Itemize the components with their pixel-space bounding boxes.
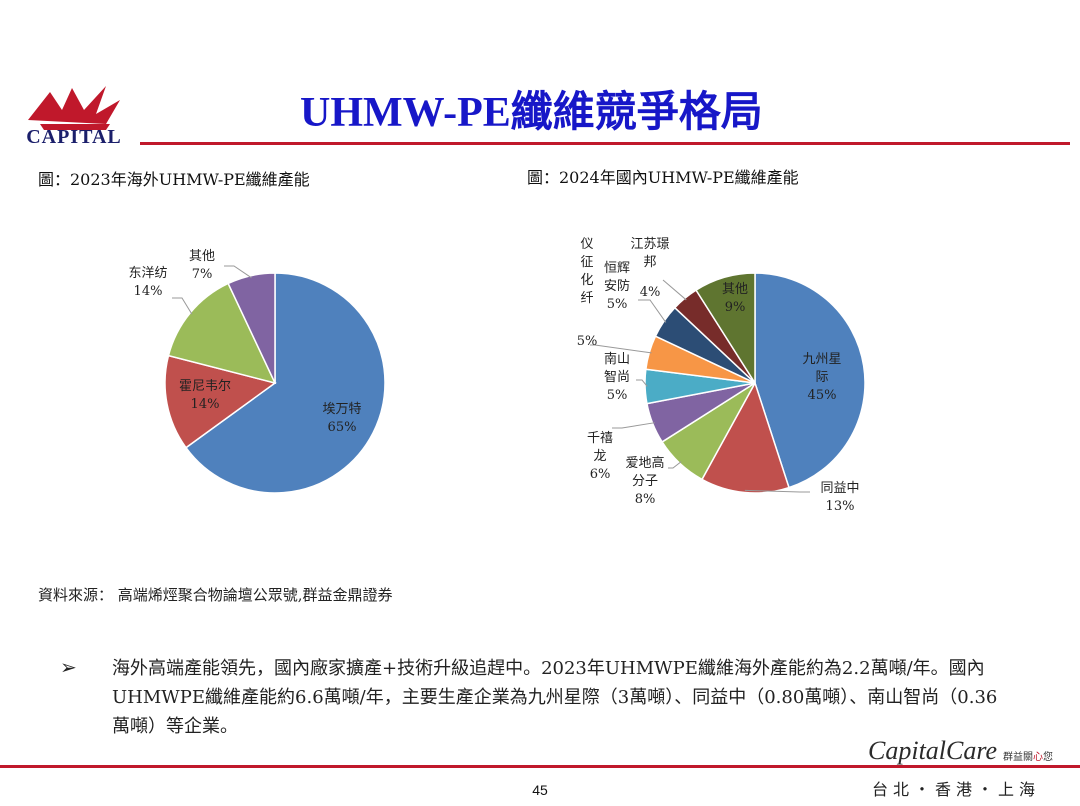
slice-name-label: 九州星 — [802, 352, 841, 367]
slice-name-label: 爱地高 — [625, 455, 664, 471]
title-divider — [140, 142, 1070, 145]
slice-name-label: 南山 — [604, 351, 630, 367]
slice-name-label: 同益中 — [820, 481, 859, 496]
brand-tagline-a: 群益關 — [1003, 752, 1033, 763]
slice-name-label: 邦 — [643, 255, 656, 270]
capital-logo-icon — [28, 86, 120, 130]
leader-line — [744, 489, 810, 493]
brand-tagline-b: 您 — [1043, 752, 1053, 763]
capital-care-logo: CapitalCare — [868, 736, 997, 766]
slice-value-label: 9% — [725, 300, 746, 315]
slice-value-label: 6% — [590, 467, 611, 482]
office-cities: 台北・香港・上海 — [872, 780, 1041, 799]
slice-value-label: 14% — [134, 284, 163, 299]
leader-line — [612, 422, 655, 429]
slice-name-label: 化 — [580, 273, 593, 288]
slice-name-label: 际 — [815, 370, 828, 385]
slice-name-label: 埃万特 — [322, 402, 361, 417]
slice-name-label: 分子 — [632, 474, 658, 489]
brand-tagline-heart: 心 — [1033, 752, 1043, 763]
leader-line — [636, 379, 648, 387]
leader-line — [172, 297, 193, 315]
logo-text: CAPITAL — [26, 126, 122, 148]
leader-line — [662, 279, 687, 301]
chart-caption-overseas: 圖：2023年海外UHMW-PE纖維產能 — [38, 170, 310, 189]
slice-value-label: 4% — [640, 285, 661, 300]
bullet-text: 海外高端產能領先，國內廠家擴產+技術升級追趕中。2023年UHMWPE纖維海外產… — [112, 658, 998, 737]
slice-name-label: 纤 — [580, 291, 593, 306]
slice-value-label: 5% — [607, 297, 628, 312]
pie-slice — [754, 272, 866, 489]
slice-value-label: 8% — [635, 492, 656, 507]
slice-name-label: 龙 — [593, 449, 606, 464]
footer-divider — [0, 765, 1080, 768]
slice-value-label: 5% — [577, 334, 598, 349]
pie-slice — [227, 272, 276, 384]
slice-value-label: 14% — [191, 397, 220, 412]
pie-slice — [167, 282, 277, 385]
source-note: 資料來源： 高端烯烴聚合物論壇公眾號,群益金鼎證券 — [38, 586, 393, 604]
pie-slice — [695, 272, 756, 386]
leader-line — [638, 299, 667, 323]
leader-line — [590, 344, 652, 354]
slice-value-label: 7% — [192, 267, 213, 282]
brand-part2: Care — [946, 736, 998, 765]
brand-tagline: 群益關心您 — [1003, 748, 1053, 763]
brand-part1: Capital — [868, 736, 947, 765]
slice-name-label: 征 — [580, 255, 593, 270]
pie-slice — [184, 272, 386, 494]
pie-slice — [164, 354, 277, 449]
slice-value-label: 65% — [328, 420, 357, 435]
slice-name-label: 其他 — [189, 249, 215, 264]
bullet-arrow-icon: ➢ — [60, 655, 77, 679]
slice-name-label: 其他 — [722, 282, 748, 297]
slice-name-label: 江苏璟 — [630, 236, 669, 252]
slice-name-label: 千禧 — [587, 431, 613, 446]
slice-name-label: 智尚 — [604, 370, 630, 385]
pie-slice — [700, 381, 790, 494]
pie-chart-overseas: 埃万特 65% 霍尼韦尔 14% 东洋纺 14% 其他 7% — [128, 249, 386, 494]
slice-name-label: 东洋纺 — [128, 266, 167, 281]
slice-name-label: 霍尼韦尔 — [179, 379, 231, 394]
slice-value-label: 5% — [607, 388, 628, 403]
chart-caption-domestic: 圖：2024年國內UHMW-PE纖維產能 — [527, 168, 799, 187]
page-number: 45 — [532, 782, 548, 798]
slice-name-label: 安防 — [604, 278, 630, 294]
page-title: UHMW-PE纖維競爭格局 — [300, 90, 763, 136]
slice-name-label: 仪 — [580, 237, 593, 252]
leader-line — [668, 461, 682, 469]
slice-value-label: 45% — [808, 388, 837, 403]
slice-name-label: 恒辉 — [604, 261, 630, 276]
leader-line — [224, 265, 252, 279]
slice-value-label: 13% — [826, 499, 855, 514]
